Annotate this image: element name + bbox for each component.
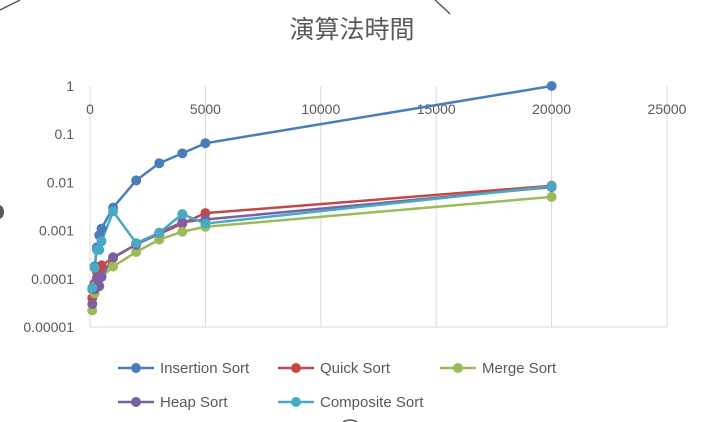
y-tick-label: 0.00001	[23, 319, 74, 335]
x-tick-label: 20000	[532, 101, 571, 117]
data-point	[89, 262, 100, 273]
y-tick-label: 0.0001	[31, 271, 74, 287]
x-tick-label: 25000	[648, 101, 687, 117]
legend: Insertion Sort Quick Sort Merge Sort Heap S…	[118, 360, 557, 411]
data-point	[131, 246, 142, 257]
data-point	[154, 227, 165, 238]
data-point	[96, 223, 107, 234]
data-point	[96, 236, 107, 247]
legend-item: Insertion Sort	[118, 360, 250, 377]
data-point	[546, 181, 557, 192]
data-point	[177, 226, 188, 237]
axes	[89, 86, 667, 328]
x-tick-label: 10000	[301, 101, 340, 117]
data-point	[546, 191, 557, 202]
edge-dot-left	[0, 205, 4, 219]
legend-label: Heap Sort	[160, 394, 228, 411]
chart-title: 演算法時間	[289, 15, 414, 44]
y-tick-label: 0.1	[55, 126, 75, 142]
data-point	[108, 206, 119, 217]
legend-item: Merge Sort	[440, 360, 557, 377]
data-point	[154, 158, 165, 169]
legend-item: Heap Sort	[118, 394, 228, 411]
x-tick-label: 15000	[417, 101, 456, 117]
y-tick-label: 0.01	[47, 174, 74, 190]
series-markers	[87, 81, 557, 316]
data-point	[546, 81, 557, 91]
data-point	[87, 299, 98, 310]
y-tick-label: 0.001	[39, 223, 74, 239]
data-point	[177, 209, 188, 220]
data-point	[177, 148, 188, 159]
data-point	[131, 175, 142, 186]
plot-area: 0 5000 10000 15000 20000 25000 1 0.1 0.01 0.001 0…	[23, 78, 686, 335]
gridlines	[204, 86, 668, 327]
data-point	[177, 217, 188, 228]
legend-label: Quick Sort	[320, 360, 391, 377]
data-point	[94, 244, 105, 255]
y-tick-label: 1	[66, 78, 74, 94]
legend-swatch-marker	[291, 363, 301, 373]
x-tick-label: 5000	[190, 101, 221, 117]
series-line	[91, 195, 552, 311]
legend-label: Insertion Sort	[160, 360, 250, 377]
legend-item: Quick Sort	[278, 360, 391, 377]
data-point	[108, 252, 119, 263]
x-axis-tick-labels: 0 5000 10000 15000 20000 25000	[86, 101, 687, 117]
data-point	[96, 271, 107, 282]
data-point	[200, 218, 211, 229]
partial-curve-top-left	[0, 0, 21, 11]
partial-curve-bottom	[342, 419, 358, 422]
partial-curve-top-right	[434, 0, 451, 15]
y-axis-tick-labels: 1 0.1 0.01 0.001 0.0001 0.00001	[23, 78, 74, 335]
legend-label: Merge Sort	[482, 360, 557, 377]
legend-swatch-marker	[131, 397, 141, 407]
legend-swatch-marker	[131, 363, 141, 373]
series-lines	[91, 84, 552, 311]
data-point	[200, 138, 211, 149]
data-point	[87, 282, 98, 293]
data-point	[108, 261, 119, 272]
x-tick-label: 0	[86, 101, 94, 117]
legend-swatch-marker	[453, 363, 463, 373]
legend-item: Composite Sort	[278, 394, 424, 411]
legend-label: Composite Sort	[320, 394, 424, 411]
legend-swatch-marker	[291, 397, 301, 407]
data-point	[131, 238, 142, 249]
